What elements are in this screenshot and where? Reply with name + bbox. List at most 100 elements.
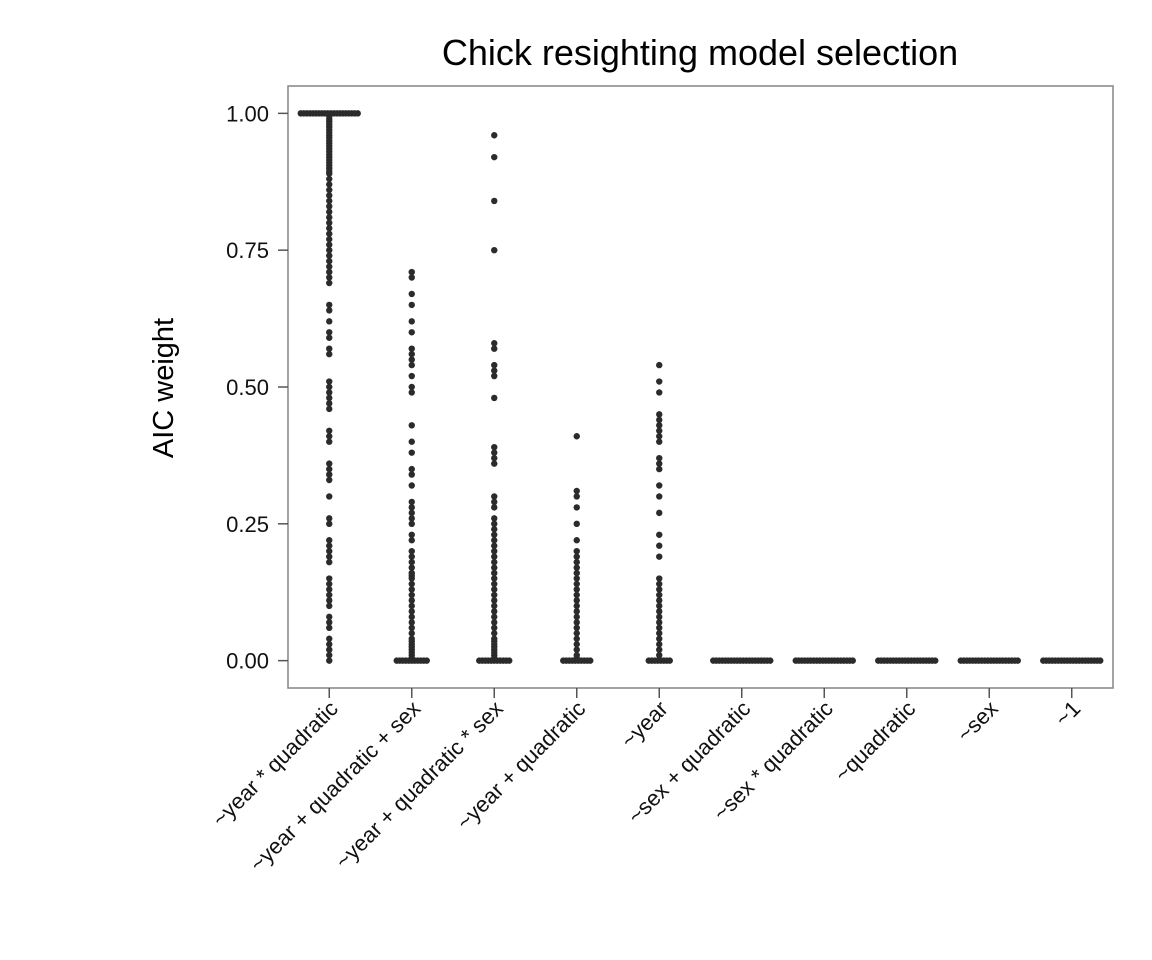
data-point [656, 411, 663, 418]
data-point [491, 608, 498, 615]
data-point [408, 591, 415, 599]
data-point [326, 427, 333, 434]
data-point [326, 236, 333, 243]
data-point [408, 372, 415, 380]
data-point [491, 619, 498, 626]
data-point [408, 274, 415, 281]
data-point [573, 635, 580, 642]
data-point [587, 657, 594, 664]
data-point [491, 449, 498, 456]
data-point [326, 252, 333, 259]
data-point [491, 361, 498, 369]
data-point [408, 619, 415, 626]
data-point [326, 257, 333, 265]
data-point [573, 602, 580, 610]
x-tick-label: ~year + quadratic * sex [330, 696, 508, 874]
data-point [573, 580, 580, 588]
data-point [573, 504, 580, 511]
data-point [573, 558, 580, 566]
data-point [491, 394, 498, 402]
data-point [656, 465, 663, 473]
data-point [491, 558, 498, 566]
data-point [491, 340, 498, 347]
data-point [423, 657, 430, 664]
data-point [408, 509, 415, 517]
data-point [656, 575, 663, 582]
chart-title: Chick resighting model selection [442, 32, 958, 73]
data-point [656, 438, 663, 445]
data-point [326, 214, 333, 221]
data-point [491, 586, 498, 593]
data-point [491, 197, 498, 205]
data-point [573, 641, 580, 648]
data-point [491, 526, 498, 533]
data-point [656, 553, 663, 560]
data-point [326, 553, 333, 560]
data-point [326, 350, 333, 358]
data-point [656, 389, 663, 396]
data-point [573, 646, 580, 653]
data-point [408, 471, 415, 478]
data-point [491, 367, 498, 374]
data-point [326, 635, 333, 642]
data-point [491, 444, 498, 451]
data-point [408, 537, 415, 544]
data-point [656, 454, 663, 462]
data-point [408, 268, 415, 276]
data-point [326, 515, 333, 522]
data-point [491, 345, 498, 352]
data-point [656, 635, 663, 642]
data-point [656, 580, 663, 588]
data-point [326, 230, 333, 237]
data-point [408, 301, 415, 309]
data-point [408, 520, 415, 528]
data-point [656, 378, 663, 385]
data-point [491, 515, 498, 522]
data-point [326, 329, 333, 336]
data-point [326, 476, 333, 484]
data-point [573, 553, 580, 560]
data-point [573, 487, 580, 495]
y-tick-label: 0.00 [226, 649, 269, 674]
data-point [573, 493, 580, 500]
data-point [326, 597, 333, 604]
data-point [656, 482, 663, 489]
plot-panel [287, 85, 1114, 689]
data-point [408, 580, 415, 588]
data-point [573, 520, 580, 528]
data-point [491, 597, 498, 604]
data-point [849, 657, 856, 664]
data-point [326, 465, 333, 473]
data-point [491, 591, 498, 599]
data-point [491, 246, 498, 254]
data-point [573, 575, 580, 582]
data-point [491, 564, 498, 571]
x-axis: ~year * quadratic~year + quadratic + sex… [207, 688, 1085, 877]
data-point [573, 630, 580, 637]
data-point [573, 547, 580, 555]
data-point [656, 493, 663, 500]
data-point [491, 537, 498, 544]
data-point [491, 542, 498, 549]
data-point [408, 482, 415, 489]
data-point [491, 635, 498, 642]
data-point [491, 493, 498, 500]
data-point [491, 624, 498, 631]
data-point [326, 263, 333, 270]
data-point [656, 591, 663, 599]
data-point [1014, 657, 1021, 664]
data-point [491, 132, 498, 139]
data-point [408, 635, 415, 642]
data-point [326, 394, 333, 402]
data-point [491, 531, 498, 538]
data-point [408, 356, 415, 363]
data-point [326, 438, 333, 445]
data-point [656, 427, 663, 434]
data-point [656, 646, 663, 653]
data-point [656, 602, 663, 610]
data-point [491, 569, 498, 577]
data-point [326, 580, 333, 588]
data-point [656, 422, 663, 429]
